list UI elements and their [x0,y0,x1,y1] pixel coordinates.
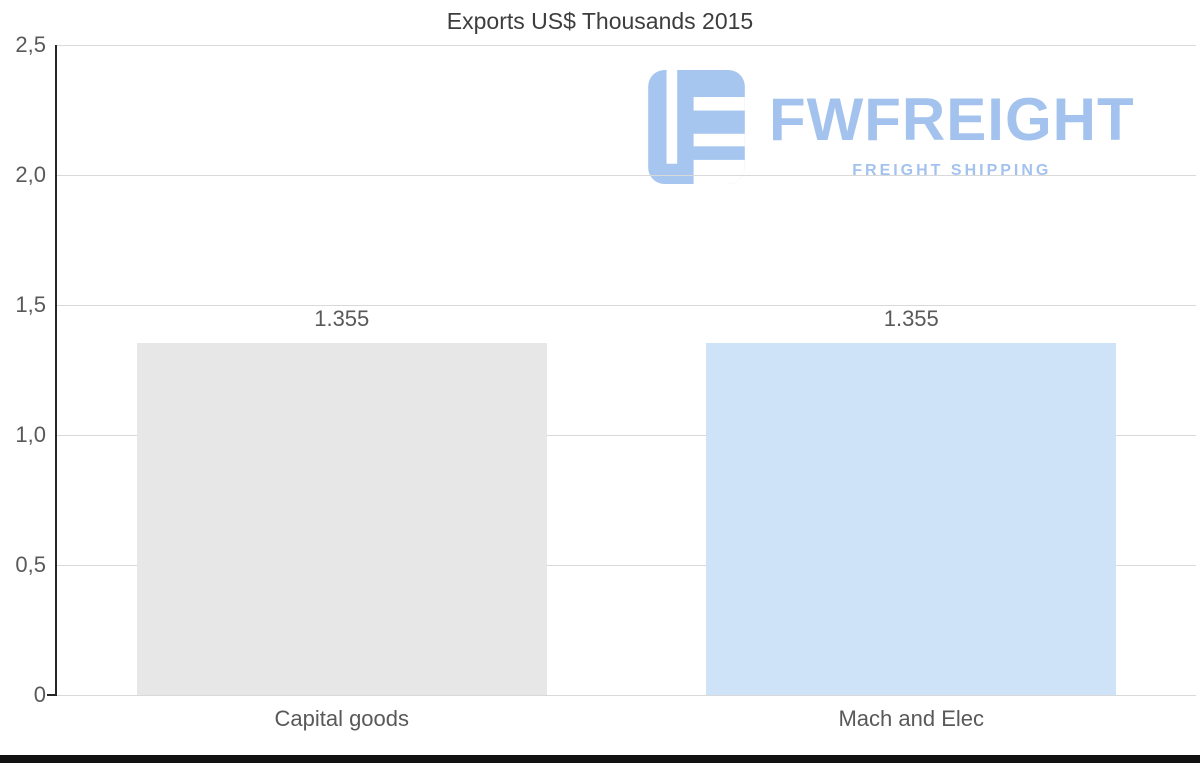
gridline [57,694,1196,696]
bottom-border [0,755,1200,763]
gridline [57,304,1196,306]
y-tick-label: 1,5 [15,292,46,317]
x-axis-label: Mach and Elec [838,706,985,731]
gridline [57,434,1196,436]
watermark-tagline: FREIGHT SHIPPING [852,162,1052,179]
gridline [57,174,1196,176]
watermark: FWFREIGHT FREIGHT SHIPPING [648,70,1135,184]
x-axis-label: Capital goods [274,706,410,731]
y-axis-line [55,45,57,696]
gridline [57,564,1196,566]
bar-value-label: 1.355 [314,305,370,331]
y-tick-label: 2,0 [15,162,46,187]
watermark-text: FWFREIGHT FREIGHT SHIPPING [769,70,1135,180]
bar-mach-and-elec [706,342,1117,695]
bar-value-label: 1.355 [883,305,939,331]
y-tick-label: 2,5 [15,32,46,57]
chart-title: Exports US$ Thousands 2015 [446,8,754,34]
gridline [57,44,1196,46]
y-tick-label: 0 [33,682,46,707]
bar-capital-goods [136,342,547,695]
fwfreight-logo-icon [648,70,745,184]
watermark-brand: FWFREIGHT [769,86,1135,153]
y-axis-zero-tick [47,694,55,696]
y-tick-label: 0,5 [15,552,46,577]
y-tick-label: 1,0 [15,422,46,447]
